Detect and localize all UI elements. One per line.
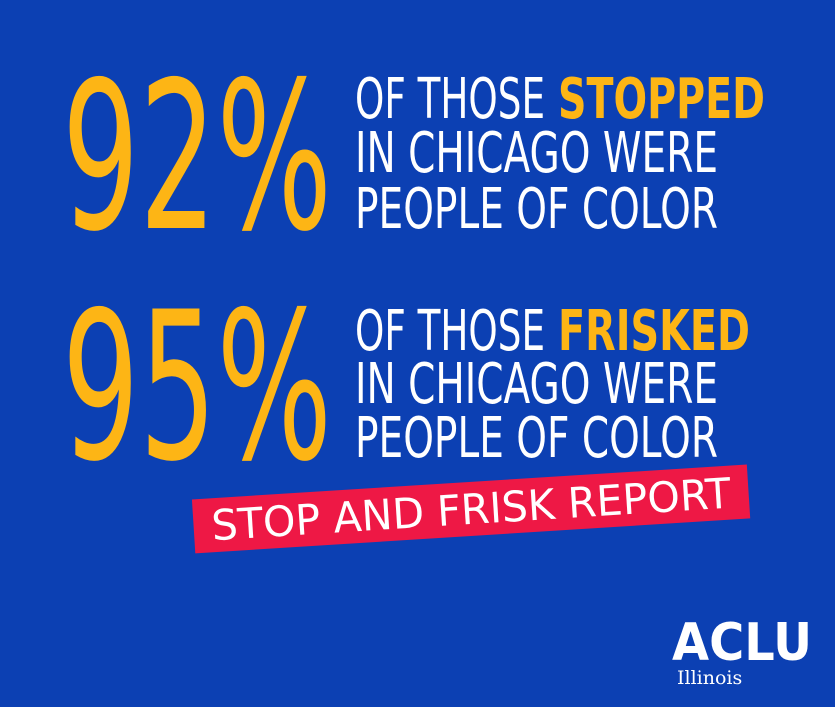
- stat-line: OF THOSE: [355, 67, 545, 132]
- stat-line: PEOPLE OF COLOR: [355, 177, 718, 242]
- stat-line: IN CHICAGO WERE: [355, 121, 718, 186]
- stat-line: PEOPLE OF COLOR: [355, 406, 718, 471]
- stat-figure: 95%: [62, 269, 332, 507]
- logo: ACLU Illinois: [672, 613, 812, 689]
- stat-line: IN CHICAGO WERE: [355, 352, 718, 417]
- stat-figure: 92%: [62, 39, 332, 277]
- stat-block: 95% OF THOSE FRISKED IN CHICAGO WERE PEO…: [62, 269, 750, 507]
- stat-highlight: STOPPED: [558, 67, 765, 132]
- logo-name: ACLU: [672, 613, 812, 673]
- stat-block: 92% OF THOSE STOPPED IN CHICAGO WERE PEO…: [62, 39, 765, 277]
- logo-region: Illinois: [677, 667, 742, 689]
- banner-box: [191, 464, 751, 554]
- stat-highlight: FRISKED: [558, 299, 750, 364]
- stat-line: OF THOSE: [355, 299, 545, 364]
